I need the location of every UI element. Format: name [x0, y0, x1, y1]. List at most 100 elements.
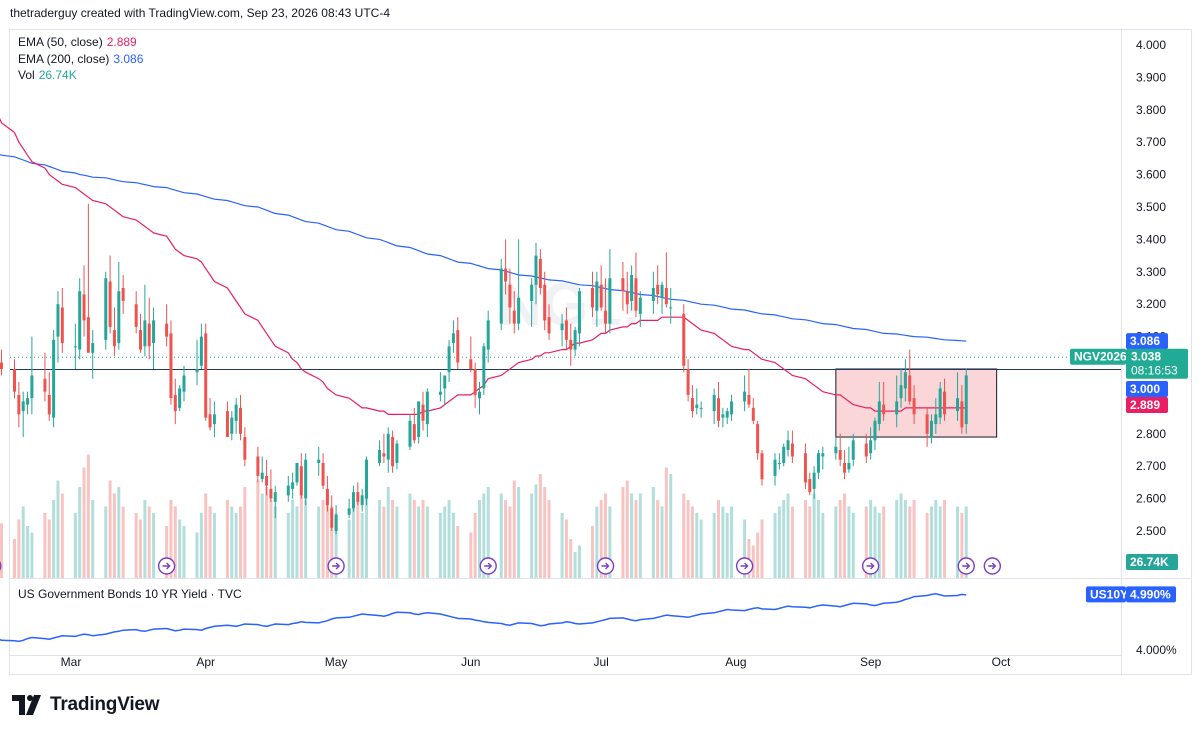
candle[interactable]: [751, 407, 755, 421]
candle[interactable]: [934, 414, 938, 425]
candle[interactable]: [664, 288, 668, 305]
ema50-price-tag-bg[interactable]: [1126, 396, 1168, 413]
candle[interactable]: [843, 462, 847, 473]
candle[interactable]: [204, 333, 208, 418]
candle[interactable]: [30, 375, 34, 399]
candle[interactable]: [756, 424, 760, 454]
candle[interactable]: [182, 375, 186, 392]
candle[interactable]: [86, 317, 90, 353]
candle[interactable]: [964, 375, 968, 425]
last-price-tag-bg[interactable]: [1126, 348, 1188, 379]
candle[interactable]: [347, 508, 351, 515]
us10y-ticker-tag-bg[interactable]: [1086, 586, 1126, 603]
candle[interactable]: [773, 459, 777, 476]
candle[interactable]: [13, 369, 17, 392]
candle[interactable]: [695, 404, 699, 408]
candle[interactable]: [108, 281, 112, 327]
candle[interactable]: [56, 304, 60, 337]
candle[interactable]: [117, 291, 121, 344]
candle[interactable]: [21, 401, 25, 412]
candle[interactable]: [564, 320, 568, 340]
candle[interactable]: [630, 275, 634, 301]
candle[interactable]: [803, 453, 807, 483]
candle[interactable]: [356, 492, 360, 502]
candle[interactable]: [482, 346, 486, 389]
candle[interactable]: [273, 492, 277, 502]
candle[interactable]: [595, 281, 599, 311]
candle[interactable]: [712, 394, 716, 412]
candle[interactable]: [265, 475, 269, 486]
tradingview-logo[interactable]: TradingView: [12, 694, 160, 716]
candle[interactable]: [877, 401, 881, 425]
candle[interactable]: [743, 391, 747, 402]
candle[interactable]: [816, 453, 820, 473]
candle[interactable]: [651, 288, 655, 301]
candle[interactable]: [569, 339, 573, 350]
candle[interactable]: [912, 398, 916, 415]
candle[interactable]: [351, 492, 355, 509]
legend-ema50[interactable]: EMA (50, close) 2.889: [18, 34, 143, 51]
candle[interactable]: [438, 391, 442, 395]
candle[interactable]: [908, 375, 912, 402]
candle[interactable]: [517, 297, 521, 324]
candle[interactable]: [417, 401, 421, 438]
candle[interactable]: [834, 446, 838, 454]
candle[interactable]: [260, 472, 264, 480]
candle[interactable]: [508, 284, 512, 308]
candle[interactable]: [43, 378, 47, 392]
volume-tag-bg[interactable]: [1126, 554, 1178, 570]
ema200-line[interactable]: [0, 149, 967, 342]
candle[interactable]: [112, 330, 116, 347]
candle[interactable]: [325, 488, 329, 506]
candle[interactable]: [717, 398, 721, 421]
legend-volume[interactable]: Vol 26.74K: [18, 67, 143, 84]
candle[interactable]: [512, 310, 516, 324]
candle[interactable]: [821, 453, 825, 457]
candle[interactable]: [790, 443, 794, 457]
candle[interactable]: [686, 369, 690, 395]
candle[interactable]: [199, 336, 203, 366]
candle[interactable]: [256, 456, 260, 476]
candle[interactable]: [577, 291, 581, 334]
candle[interactable]: [291, 482, 295, 489]
candle[interactable]: [478, 391, 482, 399]
candle[interactable]: [869, 440, 873, 454]
candle[interactable]: [425, 391, 429, 425]
ema200-price-tag-bg[interactable]: [1126, 333, 1168, 350]
candle[interactable]: [60, 307, 64, 344]
candle[interactable]: [243, 437, 247, 460]
candle[interactable]: [330, 508, 334, 528]
candle[interactable]: [295, 462, 299, 483]
candle[interactable]: [143, 320, 147, 347]
candle[interactable]: [165, 323, 169, 337]
candle[interactable]: [864, 443, 868, 457]
candle[interactable]: [669, 307, 673, 309]
us10y-value-tag-bg[interactable]: [1126, 586, 1176, 603]
candle[interactable]: [812, 472, 816, 489]
candle[interactable]: [960, 401, 964, 428]
candle[interactable]: [360, 495, 364, 506]
candle[interactable]: [903, 372, 907, 389]
candle[interactable]: [882, 404, 886, 415]
candle[interactable]: [104, 278, 108, 340]
candle[interactable]: [334, 514, 338, 531]
candle[interactable]: [604, 310, 608, 324]
candle[interactable]: [590, 288, 594, 308]
candle[interactable]: [573, 330, 577, 350]
candle[interactable]: [621, 278, 625, 292]
candle[interactable]: [169, 333, 173, 399]
candle[interactable]: [486, 320, 490, 350]
candle[interactable]: [26, 398, 30, 405]
candle[interactable]: [499, 268, 503, 324]
candle[interactable]: [443, 375, 447, 389]
candle[interactable]: [78, 291, 82, 350]
candle[interactable]: [269, 488, 273, 499]
candle[interactable]: [147, 323, 151, 347]
candle[interactable]: [47, 394, 51, 415]
candle[interactable]: [504, 268, 508, 282]
candle[interactable]: [195, 369, 199, 373]
candle[interactable]: [699, 407, 703, 409]
candle[interactable]: [608, 278, 612, 324]
candle[interactable]: [73, 346, 77, 348]
candle[interactable]: [938, 388, 942, 418]
